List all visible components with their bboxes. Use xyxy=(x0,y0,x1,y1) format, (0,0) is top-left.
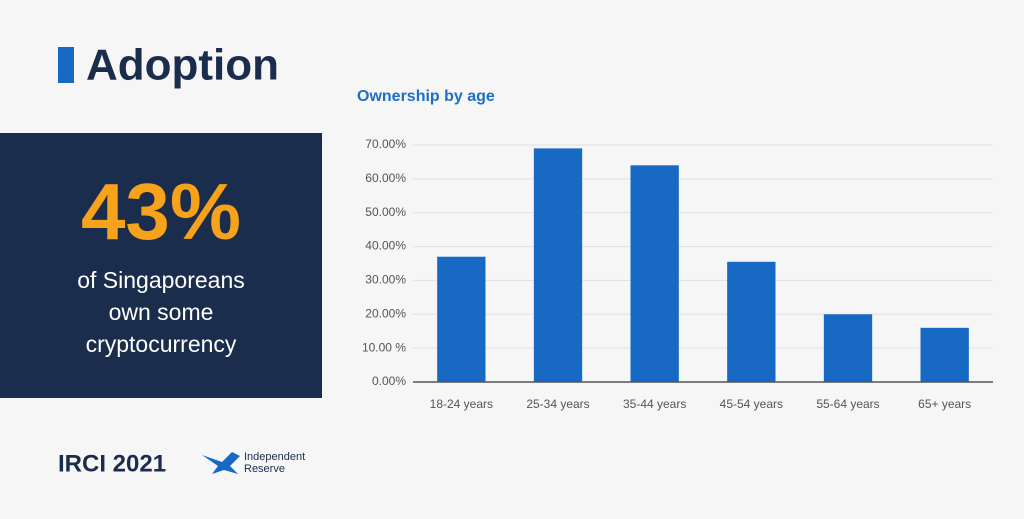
bar xyxy=(920,327,969,382)
y-tick-label: 20.00% xyxy=(365,306,406,320)
y-tick-label: 0.00% xyxy=(372,374,406,388)
stat-box xyxy=(0,133,322,398)
stat-text: of Singaporeans xyxy=(77,267,245,293)
x-tick-label: 35-44 years xyxy=(623,397,686,411)
y-tick-label: 40.00% xyxy=(365,239,406,253)
stat-value: 43% xyxy=(81,167,241,256)
logo-text: Independent xyxy=(244,451,305,463)
title-accent xyxy=(58,47,74,83)
y-tick-label: 60.00% xyxy=(365,171,406,185)
chart-title: Ownership by age xyxy=(357,88,495,105)
x-tick-label: 18-24 years xyxy=(430,397,493,411)
bar xyxy=(533,148,583,382)
x-tick-label: 65+ years xyxy=(918,397,971,411)
stat-text: cryptocurrency xyxy=(86,331,237,357)
logo-text: Reserve xyxy=(244,463,285,475)
y-tick-label: 50.00% xyxy=(365,205,406,219)
bar xyxy=(823,314,873,382)
logo-icon xyxy=(202,452,240,474)
stat-text: own some xyxy=(109,299,214,325)
y-tick-label: 10.00 % xyxy=(362,340,406,354)
page-title: Adoption xyxy=(86,41,279,90)
bar xyxy=(437,256,486,382)
y-tick-label: 70.00% xyxy=(365,137,406,151)
bar xyxy=(727,261,776,382)
x-tick-label: 25-34 years xyxy=(526,397,589,411)
y-tick-label: 30.00% xyxy=(365,273,406,287)
x-tick-label: 55-64 years xyxy=(816,397,879,411)
footer-label: IRCI 2021 xyxy=(58,450,166,477)
bar xyxy=(630,165,679,382)
x-tick-label: 45-54 years xyxy=(720,397,783,411)
